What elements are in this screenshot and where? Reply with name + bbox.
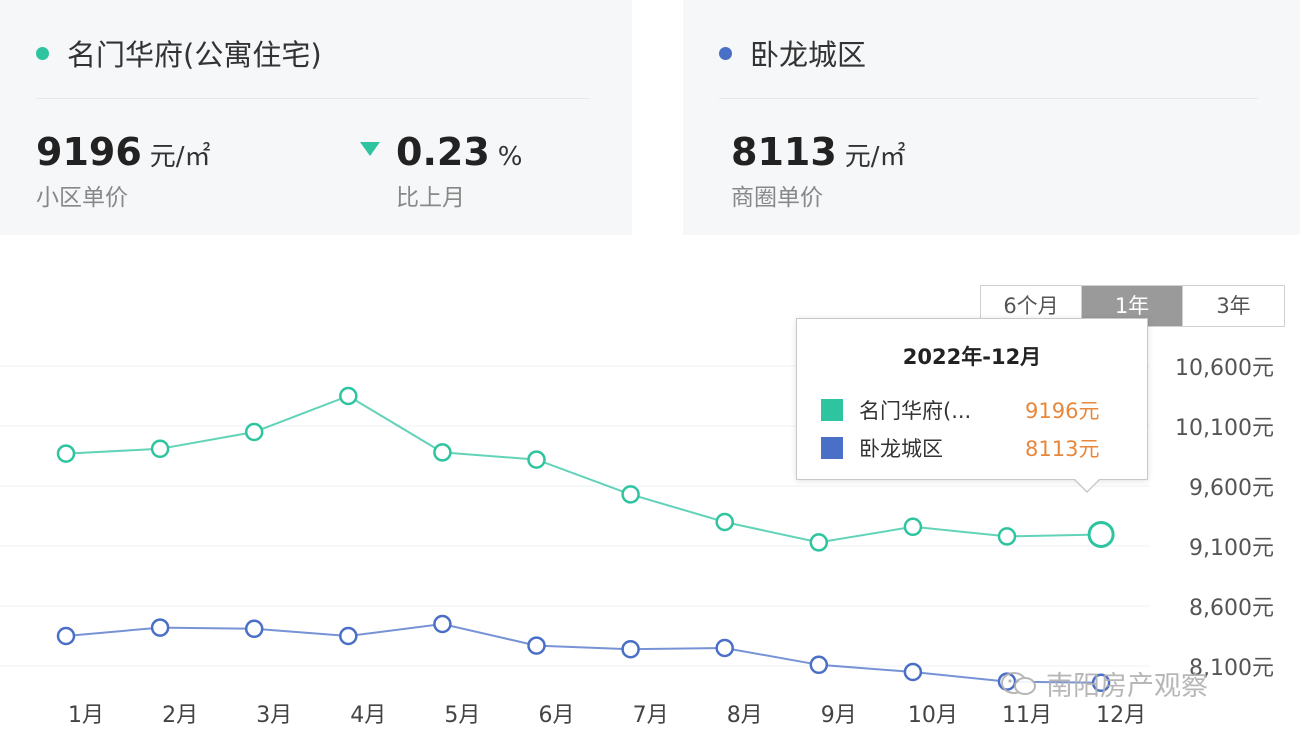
community-name: 名门华府(公寓住宅) (67, 38, 322, 72)
tooltip-name-community: 名门华府(... (859, 399, 972, 423)
x-tick-label: 3月 (256, 703, 292, 728)
x-tick-label: 4月 (350, 703, 386, 728)
range-6-months-button[interactable]: 6个月 (981, 286, 1082, 326)
tooltip-row-community: 名门华府(... 9196元 (821, 395, 1099, 425)
change-label: 比上月 (396, 185, 465, 211)
community-price-block: 9196 元/㎡ 小区单价 (36, 130, 211, 212)
community-data-point (1087, 520, 1115, 548)
x-tick-label: 9月 (821, 703, 857, 728)
y-tick-label: 9,100元 (1189, 536, 1274, 561)
x-tick-label: 10月 (908, 703, 958, 728)
community-data-point (433, 443, 452, 462)
tooltip-value-district: 8113元 (1025, 437, 1100, 461)
change-block: 0.23% 比上月 (360, 130, 522, 212)
change-unit: % (497, 142, 523, 172)
tooltip-name-district: 卧龙城区 (859, 437, 943, 461)
district-price: 8113 (731, 130, 837, 174)
community-data-point (339, 386, 358, 406)
x-tick-label: 7月 (633, 703, 669, 728)
community-price-unit: 元/㎡ (149, 142, 211, 172)
x-tick-label: 8月 (727, 703, 763, 728)
community-card: 名门华府(公寓住宅) 9196 元/㎡ 小区单价 0.23% 比上月 (0, 0, 632, 235)
community-dot-icon (36, 46, 49, 60)
watermark-text: 南阳房产观察 (1046, 671, 1208, 702)
district-data-point (903, 662, 923, 682)
x-tick-label: 6月 (539, 703, 575, 728)
range-3-years-button[interactable]: 3年 (1216, 294, 1251, 318)
district-header: 卧龙城区 (719, 30, 866, 76)
district-price-label: 商圈单价 (731, 185, 823, 211)
district-card: 卧龙城区 8113 元/㎡ 商圈单价 (683, 0, 1300, 235)
district-data-point (433, 614, 452, 634)
community-data-point (56, 444, 76, 463)
x-tick-label: 1月 (68, 703, 104, 728)
chart-tooltip: 2022年-12月 名门华府(... 9196元 卧龙城区 8113元 (796, 318, 1148, 480)
wechat-icon (1001, 671, 1036, 695)
community-data-point (150, 439, 170, 459)
district-data-point (527, 636, 546, 655)
x-tick-label: 5月 (444, 703, 480, 728)
community-data-point (903, 517, 923, 537)
community-data-point (997, 527, 1017, 546)
community-data-point (244, 422, 264, 442)
y-tick-label: 9,600元 (1189, 476, 1274, 501)
watermark: 南阳房产观察 (1000, 664, 1208, 703)
tooltip-row-district: 卧龙城区 8113元 (821, 433, 1099, 463)
tooltip-swatch-district (821, 437, 843, 459)
district-series-line (65, 622, 1102, 684)
y-tick-label: 10,100元 (1175, 416, 1274, 441)
tooltip-value-community: 9196元 (1025, 399, 1100, 423)
community-data-point (809, 533, 829, 552)
community-price: 9196 (36, 130, 142, 174)
divider (719, 98, 1258, 99)
district-data-point (621, 639, 640, 659)
community-header: 名门华府(公寓住宅) (36, 30, 322, 76)
district-data-point (244, 619, 264, 639)
divider (36, 98, 590, 99)
tooltip-arrow-fill (1074, 478, 1100, 491)
district-dot-icon (719, 46, 732, 60)
change-value: 0.23 (396, 130, 490, 174)
community-series-line (65, 394, 1102, 544)
district-data-point (809, 655, 829, 675)
community-data-point (527, 450, 546, 469)
district-data-point (715, 638, 734, 658)
tooltip-swatch-community (821, 399, 843, 421)
district-price-block: 8113 元/㎡ 商圈单价 (731, 130, 906, 212)
district-price-unit: 元/㎡ (844, 142, 906, 172)
down-triangle-icon (360, 141, 380, 156)
community-data-point (715, 512, 734, 532)
district-data-point (56, 626, 76, 646)
y-tick-label: 10,600元 (1175, 356, 1274, 381)
y-tick-label: 8,600元 (1189, 596, 1274, 621)
district-data-point (339, 626, 358, 646)
x-tick-label: 2月 (162, 703, 198, 728)
x-tick-label: 12月 (1096, 703, 1146, 728)
district-data-point (1091, 673, 1111, 693)
x-tick-label: 11月 (1002, 703, 1052, 728)
district-data-point (150, 618, 170, 637)
y-tick-label: 8,100元 (1189, 656, 1274, 681)
community-price-label: 小区单价 (36, 185, 128, 211)
community-data-point (621, 485, 640, 504)
tooltip-title: 2022年-12月 (902, 345, 1042, 369)
district-name: 卧龙城区 (750, 38, 867, 72)
